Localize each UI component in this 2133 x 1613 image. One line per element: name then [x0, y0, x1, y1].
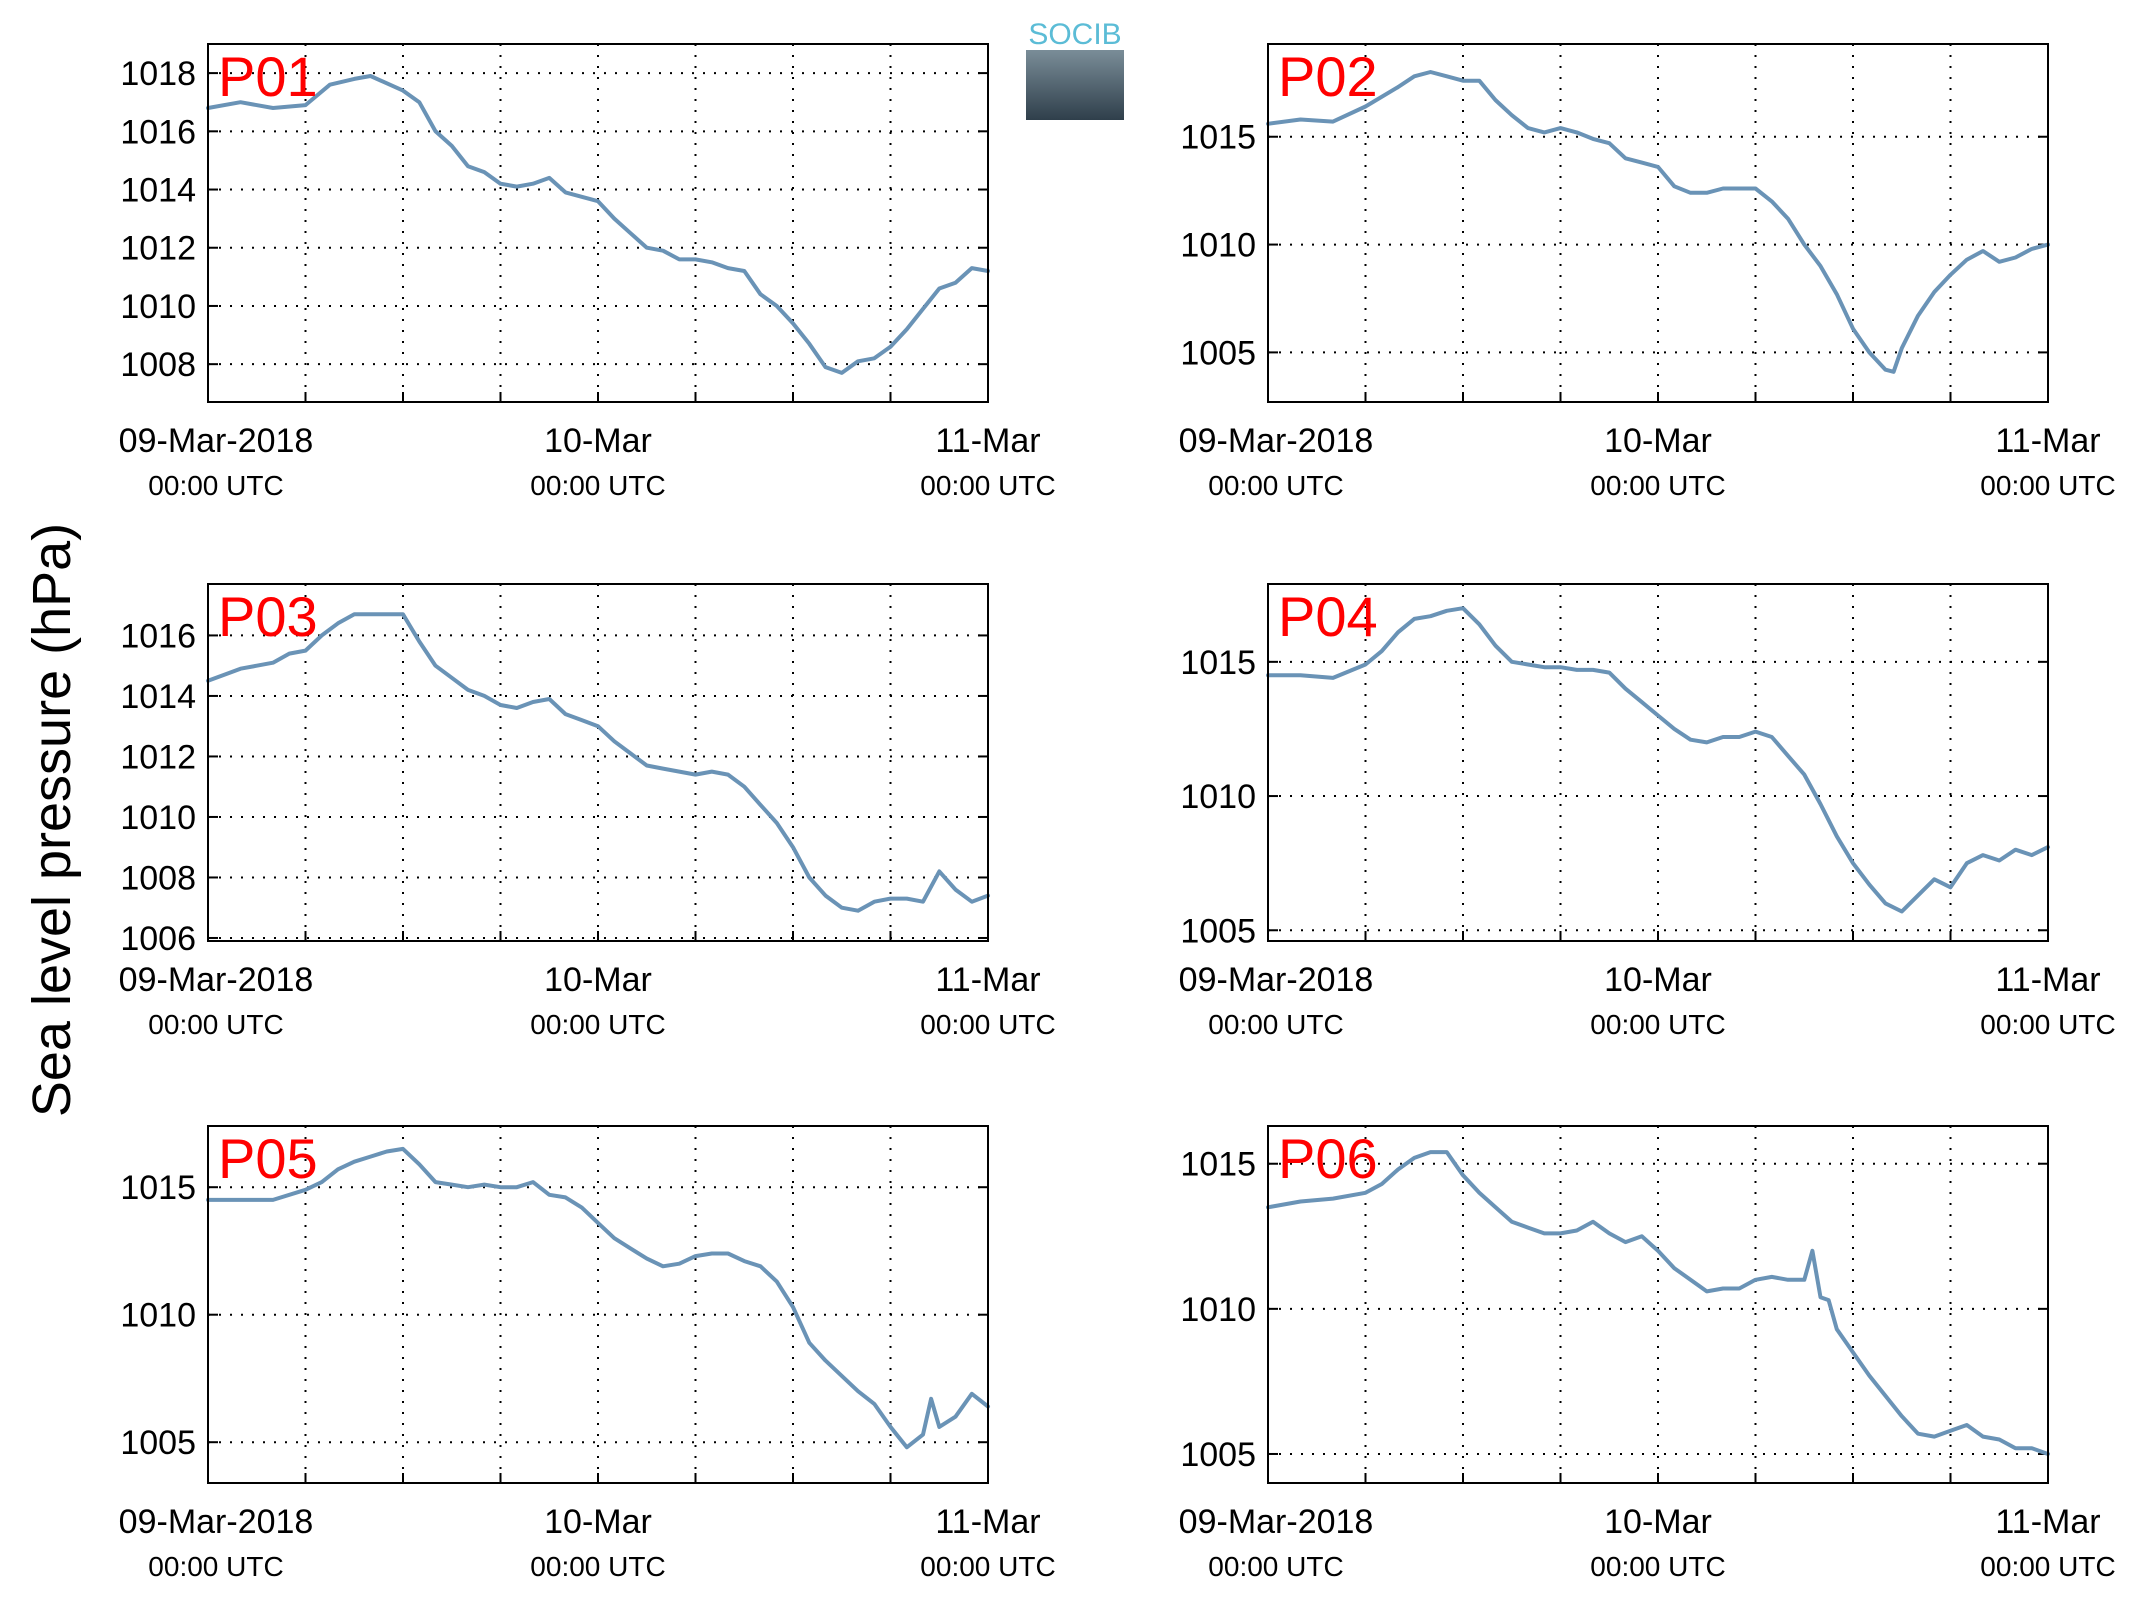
logo-text: SOCIB	[1028, 18, 1121, 51]
socib-logo: SOCIB	[1026, 18, 1124, 120]
x-tick-date: 10-Mar	[544, 1503, 652, 1541]
y-tick-label: 1015	[1180, 1146, 1256, 1184]
y-tick-label: 1005	[1180, 1436, 1256, 1474]
x-tick-date: 09-Mar-2018	[1179, 961, 1374, 999]
y-tick-label: 1016	[120, 113, 196, 151]
y-tick-label: 1006	[120, 920, 196, 958]
x-tick-time: 00:00 UTC	[530, 470, 665, 501]
x-tick-date: 10-Mar	[1604, 422, 1712, 460]
y-tick-label: 1015	[1180, 119, 1256, 157]
axes-frame	[1267, 43, 2049, 403]
x-tick-date: 11-Mar	[935, 422, 1040, 460]
x-tick-date: 09-Mar-2018	[119, 1503, 314, 1541]
y-tick-label: 1012	[120, 738, 196, 776]
pressure-series-line	[1266, 606, 2050, 914]
pressure-series-line	[206, 1146, 990, 1450]
x-tick-time: 00:00 UTC	[530, 1551, 665, 1582]
y-tick-label: 1010	[120, 1297, 196, 1335]
panel-label: P02	[1278, 45, 1378, 108]
y-axis-label: Sea level pressure (hPa)	[22, 523, 82, 1117]
x-tick-date: 09-Mar-2018	[119, 961, 314, 999]
x-tick-time: 00:00 UTC	[920, 470, 1055, 501]
y-tick-label: 1014	[120, 678, 196, 716]
x-tick-date: 09-Mar-2018	[1179, 1503, 1374, 1541]
panel-p03: 1006 1008 1010 1012 1014 1016 P03 09-Mar-2018 00…	[119, 583, 1056, 1040]
panel-label: P04	[1278, 585, 1378, 648]
x-tick-time: 00:00 UTC	[920, 1009, 1055, 1040]
x-tick-time: 00:00 UTC	[1590, 1551, 1725, 1582]
panel-p06: 1005 1010 1015 P06 09-Mar-2018 00:00 UTC 10-Ma…	[1179, 1125, 2116, 1582]
y-tick-label: 1008	[120, 346, 196, 384]
axes-frame	[1267, 583, 2049, 942]
axes-frame	[1267, 1125, 2049, 1484]
y-tick-label: 1016	[120, 617, 196, 655]
panel-label: P06	[1278, 1127, 1378, 1190]
y-tick-label: 1015	[1180, 644, 1256, 682]
x-tick-time: 00:00 UTC	[1208, 1551, 1343, 1582]
x-tick-date: 09-Mar-2018	[119, 422, 314, 460]
axes-frame	[207, 583, 989, 942]
y-tick-label: 1012	[120, 230, 196, 268]
y-tick-label: 1010	[1180, 778, 1256, 816]
panel-p04: 1005 1010 1015 P04 09-Mar-2018 00:00 UTC 10-Ma…	[1179, 583, 2116, 1040]
axes-frame	[207, 43, 989, 403]
y-tick-label: 1010	[1180, 227, 1256, 265]
y-tick-label: 1008	[120, 859, 196, 897]
x-tick-time: 00:00 UTC	[1208, 470, 1343, 501]
panel-label: P05	[218, 1127, 318, 1190]
y-tick-label: 1005	[1180, 912, 1256, 950]
panel-label: P01	[218, 45, 318, 108]
x-tick-date: 11-Mar	[1995, 1503, 2100, 1541]
panel-p05: 1005 1010 1015 P05 09-Mar-2018 00:00 UTC 10-Ma…	[119, 1125, 1056, 1582]
pressure-series-line	[206, 612, 990, 913]
x-tick-time: 00:00 UTC	[1590, 1009, 1725, 1040]
x-tick-date: 11-Mar	[935, 1503, 1040, 1541]
x-tick-time: 00:00 UTC	[148, 1009, 283, 1040]
x-tick-time: 00:00 UTC	[148, 1551, 283, 1582]
y-tick-label: 1010	[120, 799, 196, 837]
x-tick-date: 10-Mar	[1604, 1503, 1712, 1541]
x-tick-date: 11-Mar	[1995, 961, 2100, 999]
panel-p02: 1005 1010 1015 P02 09-Mar-2018 00:00 UTC 10-Ma…	[1179, 43, 2116, 501]
x-tick-date: 10-Mar	[544, 422, 652, 460]
y-tick-label: 1005	[120, 1424, 196, 1462]
panel-p01: 1008 1010 1012 1014 1016 1018 P01 09-Mar-2018 00…	[119, 43, 1056, 501]
x-tick-time: 00:00 UTC	[530, 1009, 665, 1040]
x-tick-date: 09-Mar-2018	[1179, 422, 1374, 460]
x-tick-date: 11-Mar	[1995, 422, 2100, 460]
pressure-series-line	[1266, 1150, 2050, 1456]
logo-block	[1026, 50, 1124, 120]
x-tick-time: 00:00 UTC	[1980, 1551, 2115, 1582]
x-tick-time: 00:00 UTC	[148, 470, 283, 501]
y-tick-label: 1005	[1180, 334, 1256, 372]
y-tick-label: 1015	[120, 1169, 196, 1207]
x-tick-date: 10-Mar	[1604, 961, 1712, 999]
x-tick-time: 00:00 UTC	[1590, 470, 1725, 501]
pressure-series-line	[206, 74, 990, 375]
pressure-series-line	[1266, 70, 2050, 374]
y-tick-label: 1010	[1180, 1291, 1256, 1329]
y-tick-label: 1014	[120, 172, 196, 210]
x-tick-time: 00:00 UTC	[1980, 1009, 2115, 1040]
x-tick-date: 10-Mar	[544, 961, 652, 999]
x-tick-time: 00:00 UTC	[1980, 470, 2115, 501]
axes-frame	[207, 1125, 989, 1484]
y-tick-label: 1018	[120, 55, 196, 93]
x-tick-time: 00:00 UTC	[1208, 1009, 1343, 1040]
x-tick-time: 00:00 UTC	[920, 1551, 1055, 1582]
x-tick-date: 11-Mar	[935, 961, 1040, 999]
y-tick-label: 1010	[120, 288, 196, 326]
panels: 1008 1010 1012 1014 1016 1018 P01 09-Mar-2018 00…	[119, 43, 2116, 1582]
panel-label: P03	[218, 585, 318, 648]
